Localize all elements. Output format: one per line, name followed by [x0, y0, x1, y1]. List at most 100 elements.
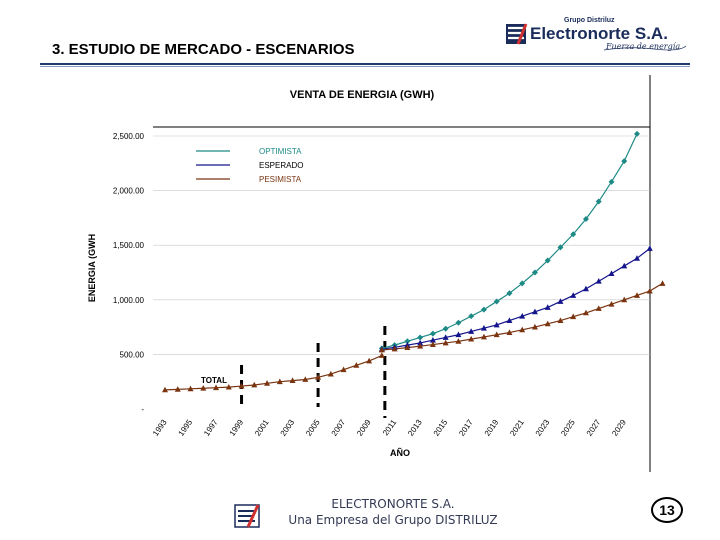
- data-point-total: [264, 380, 271, 386]
- data-point-pesimista: [378, 346, 385, 353]
- data-point-esperado: [634, 255, 640, 261]
- data-point-total: [251, 381, 258, 388]
- data-point-optimista: [608, 178, 615, 185]
- data-point-optimista: [531, 269, 538, 276]
- data-point-total: [238, 382, 245, 389]
- y-tick-label: 2,500.00: [113, 132, 145, 141]
- series-line-optimista: [381, 133, 638, 349]
- x-tick-label: 2013: [406, 418, 424, 438]
- legend-label: OPTIMISTA: [259, 147, 302, 156]
- data-point-pesimista: [634, 292, 640, 298]
- data-point-pesimista: [506, 329, 513, 335]
- electronorte-logo-icon: [506, 23, 687, 51]
- footer-company: ELECTRONORTE S.A.: [331, 497, 455, 511]
- y-tick-label: -: [141, 405, 144, 414]
- legend-label: PESIMISTA: [259, 175, 302, 184]
- footer-logo-icon: [234, 504, 260, 528]
- data-point-pesimista: [659, 280, 666, 286]
- data-point-total: [327, 370, 334, 377]
- company-logo: [504, 16, 688, 60]
- data-point-esperado: [493, 321, 500, 328]
- y-tick-label: 500.00: [120, 350, 145, 359]
- footer-group: Una Empresa del Grupo DISTRILUZ: [288, 513, 498, 527]
- data-point-optimista: [570, 231, 577, 238]
- data-point-esperado: [531, 308, 538, 315]
- x-tick-label: 2019: [483, 418, 501, 438]
- data-point-total: [276, 378, 283, 385]
- data-point-total: [187, 385, 194, 392]
- x-tick-label: 1993: [151, 418, 169, 438]
- data-point-total: [378, 352, 385, 358]
- total-label: TOTAL: [201, 376, 227, 385]
- x-tick-label: 2025: [559, 418, 577, 438]
- data-point-pesimista: [391, 345, 398, 352]
- data-point-optimista: [506, 290, 513, 297]
- data-point-pesimista: [442, 339, 449, 346]
- data-point-total: [289, 377, 296, 384]
- x-tick-label: 2015: [432, 418, 450, 438]
- title-rule-thin: [40, 66, 690, 67]
- data-point-esperado: [455, 331, 462, 338]
- data-point-pesimista: [531, 323, 538, 330]
- x-tick-label: 2021: [508, 418, 526, 438]
- legend-label: ESPERADO: [259, 161, 303, 170]
- logo-company-name: Electronorte S.A.: [530, 24, 668, 43]
- data-point-optimista: [634, 130, 640, 137]
- x-tick-label: 2029: [610, 418, 628, 438]
- data-point-pesimista: [480, 333, 487, 340]
- data-point-total: [340, 366, 347, 373]
- page-number: 13: [651, 497, 683, 523]
- data-point-optimista: [468, 313, 475, 320]
- data-point-esperado: [595, 278, 602, 284]
- data-point-pesimista: [582, 309, 589, 316]
- x-tick-label: 2003: [279, 418, 297, 438]
- data-point-esperado: [429, 337, 436, 343]
- data-point-pesimista: [455, 338, 462, 344]
- data-point-total: [302, 376, 309, 382]
- data-point-esperado: [480, 324, 487, 331]
- data-point-esperado: [570, 292, 577, 298]
- y-tick-label: 1,500.00: [113, 241, 145, 250]
- data-point-total: [174, 386, 181, 392]
- data-point-esperado: [519, 312, 526, 319]
- data-point-optimista: [544, 257, 551, 264]
- data-point-esperado: [468, 328, 475, 334]
- x-axis-label: AÑO: [390, 448, 410, 458]
- data-point-esperado: [417, 339, 424, 346]
- x-tick-label: 1995: [177, 418, 195, 438]
- x-tick-label: 2017: [457, 418, 475, 438]
- data-point-optimista: [455, 319, 462, 326]
- x-tick-label: 2009: [355, 418, 373, 438]
- logo-group-label: Grupo Distriluz: [564, 17, 615, 24]
- x-tick-label: 1999: [228, 418, 246, 438]
- data-point-optimista: [621, 158, 628, 165]
- data-point-optimista: [442, 325, 449, 332]
- data-point-pesimista: [429, 341, 436, 347]
- data-point-esperado: [582, 285, 589, 292]
- data-point-optimista: [480, 306, 487, 313]
- data-point-pesimista: [646, 287, 653, 294]
- data-point-total: [225, 383, 232, 390]
- data-point-optimista: [519, 280, 526, 287]
- data-point-total: [315, 374, 322, 380]
- data-point-total: [366, 357, 373, 364]
- data-point-esperado: [506, 317, 513, 323]
- data-point-optimista: [595, 198, 602, 205]
- data-point-total: [213, 384, 220, 391]
- data-point-esperado: [608, 270, 615, 276]
- data-point-total: [162, 386, 168, 393]
- data-point-total: [353, 362, 360, 368]
- data-point-esperado: [442, 334, 449, 340]
- logo-tagline: Fuerza de energía: [606, 42, 681, 51]
- series-line-total: [164, 354, 383, 391]
- data-point-pesimista: [468, 335, 475, 342]
- x-tick-label: 2001: [253, 418, 271, 438]
- data-point-pesimista: [595, 305, 602, 311]
- x-tick-label: 2023: [534, 418, 552, 438]
- data-point-pesimista: [417, 343, 424, 349]
- x-tick-label: 1997: [202, 418, 220, 438]
- slide-title: 3. ESTUDIO DE MERCADO - ESCENARIOS: [52, 41, 355, 58]
- data-point-pesimista: [621, 296, 628, 303]
- data-point-esperado: [544, 304, 551, 310]
